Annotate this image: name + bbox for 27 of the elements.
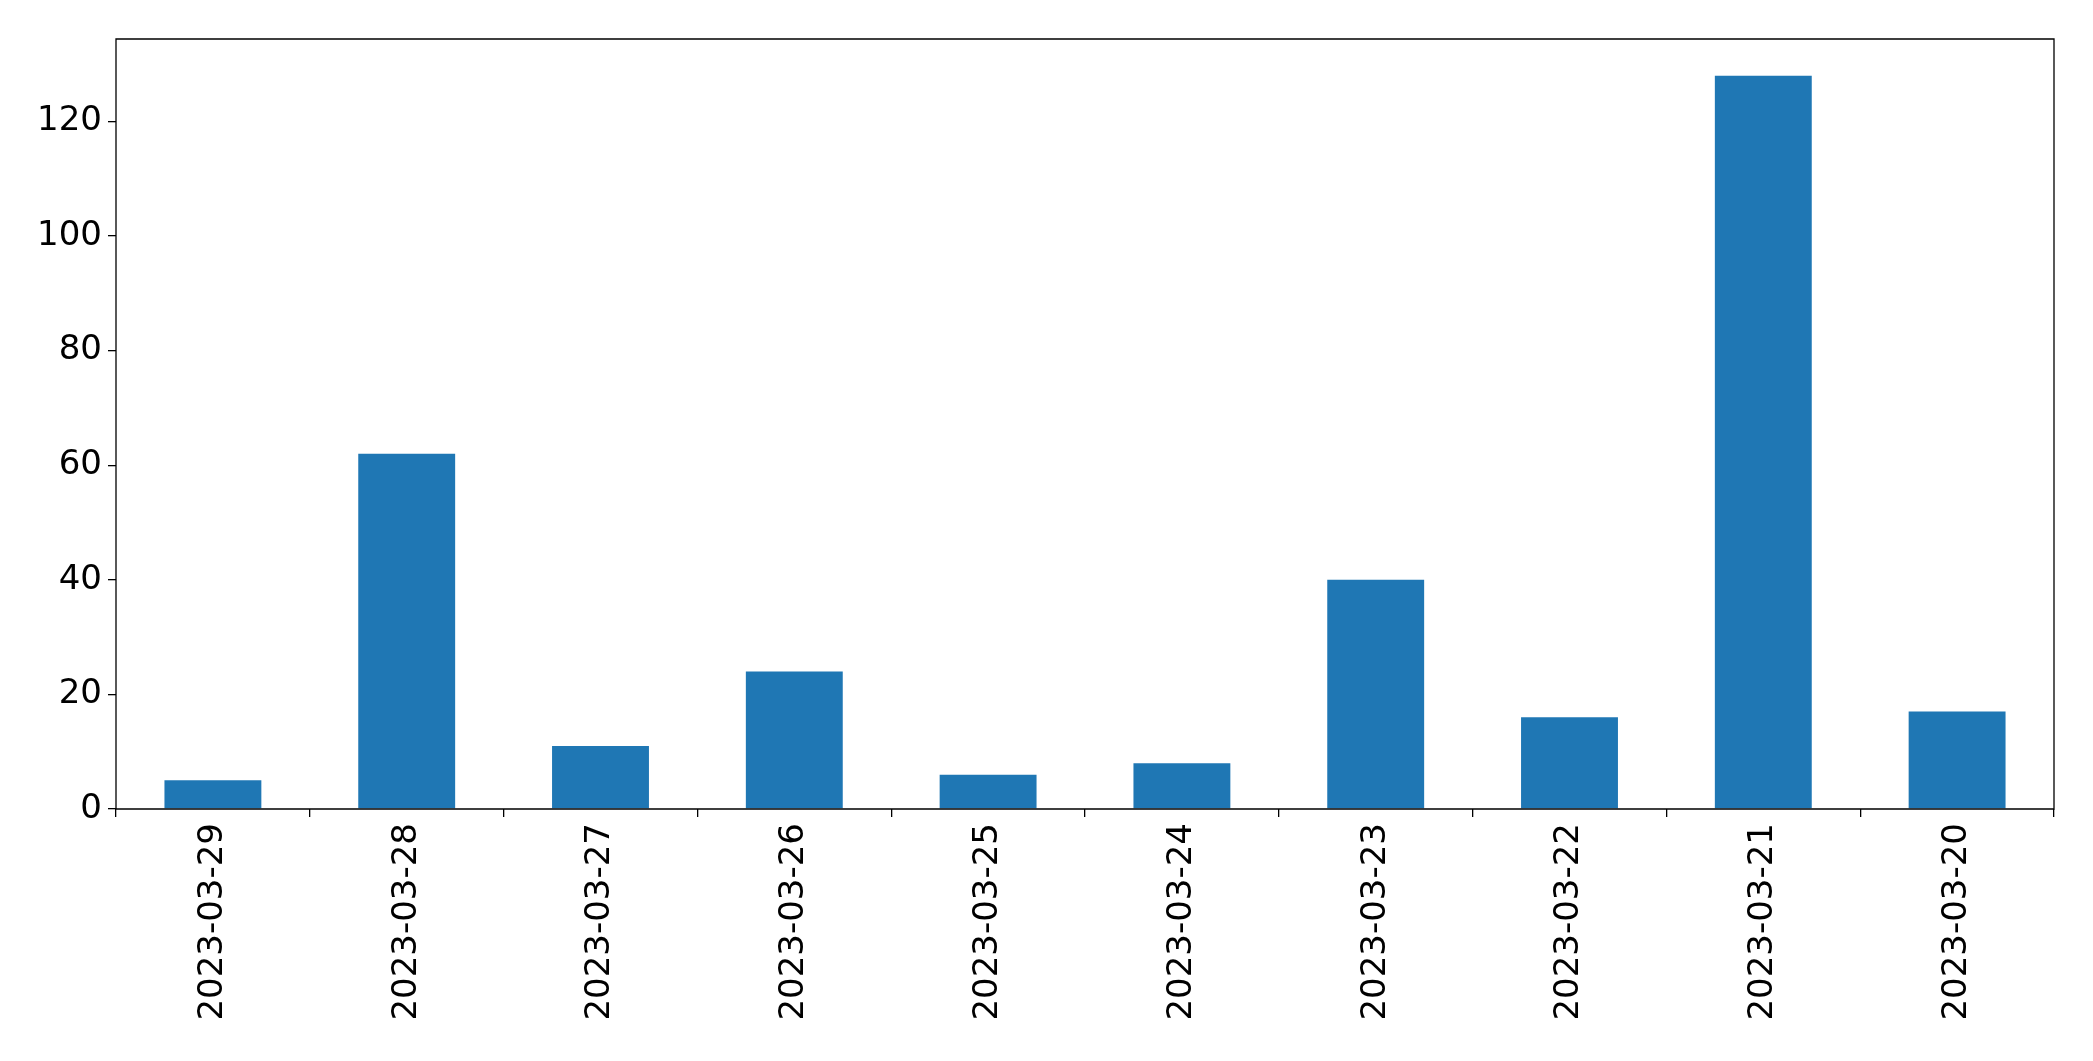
bar: [552, 745, 649, 809]
bar: [1521, 717, 1618, 809]
bar: [1327, 579, 1425, 809]
bar: [745, 671, 843, 809]
y-tick-label: 100: [37, 212, 102, 253]
bar: [1908, 711, 2006, 809]
x-tick-label: 2023-03-29: [189, 823, 230, 1021]
bar: [164, 780, 262, 809]
x-tick-label: 2023-03-22: [1546, 823, 1587, 1021]
y-tick-label: 60: [58, 442, 102, 483]
x-tick-label: 2023-03-23: [1352, 823, 1393, 1021]
y-tick-label: 0: [80, 785, 102, 826]
x-tick-label: 2023-03-20: [1933, 823, 1974, 1021]
x-tick-label: 2023-03-24: [1158, 823, 1199, 1021]
x-tick-label: 2023-03-25: [964, 823, 1005, 1021]
y-tick-label: 80: [58, 327, 102, 368]
bar: [939, 774, 1037, 809]
x-tick-label: 2023-03-21: [1740, 823, 1781, 1021]
y-tick-label: 120: [37, 98, 102, 139]
bar: [358, 453, 456, 809]
bar: [1714, 75, 1812, 809]
x-tick-label: 2023-03-28: [383, 823, 424, 1021]
x-tick-label: 2023-03-27: [577, 823, 618, 1021]
y-tick-label: 20: [58, 671, 102, 712]
bar: [1133, 763, 1231, 809]
x-tick-label: 2023-03-26: [771, 823, 812, 1021]
y-tick-label: 40: [58, 556, 102, 597]
